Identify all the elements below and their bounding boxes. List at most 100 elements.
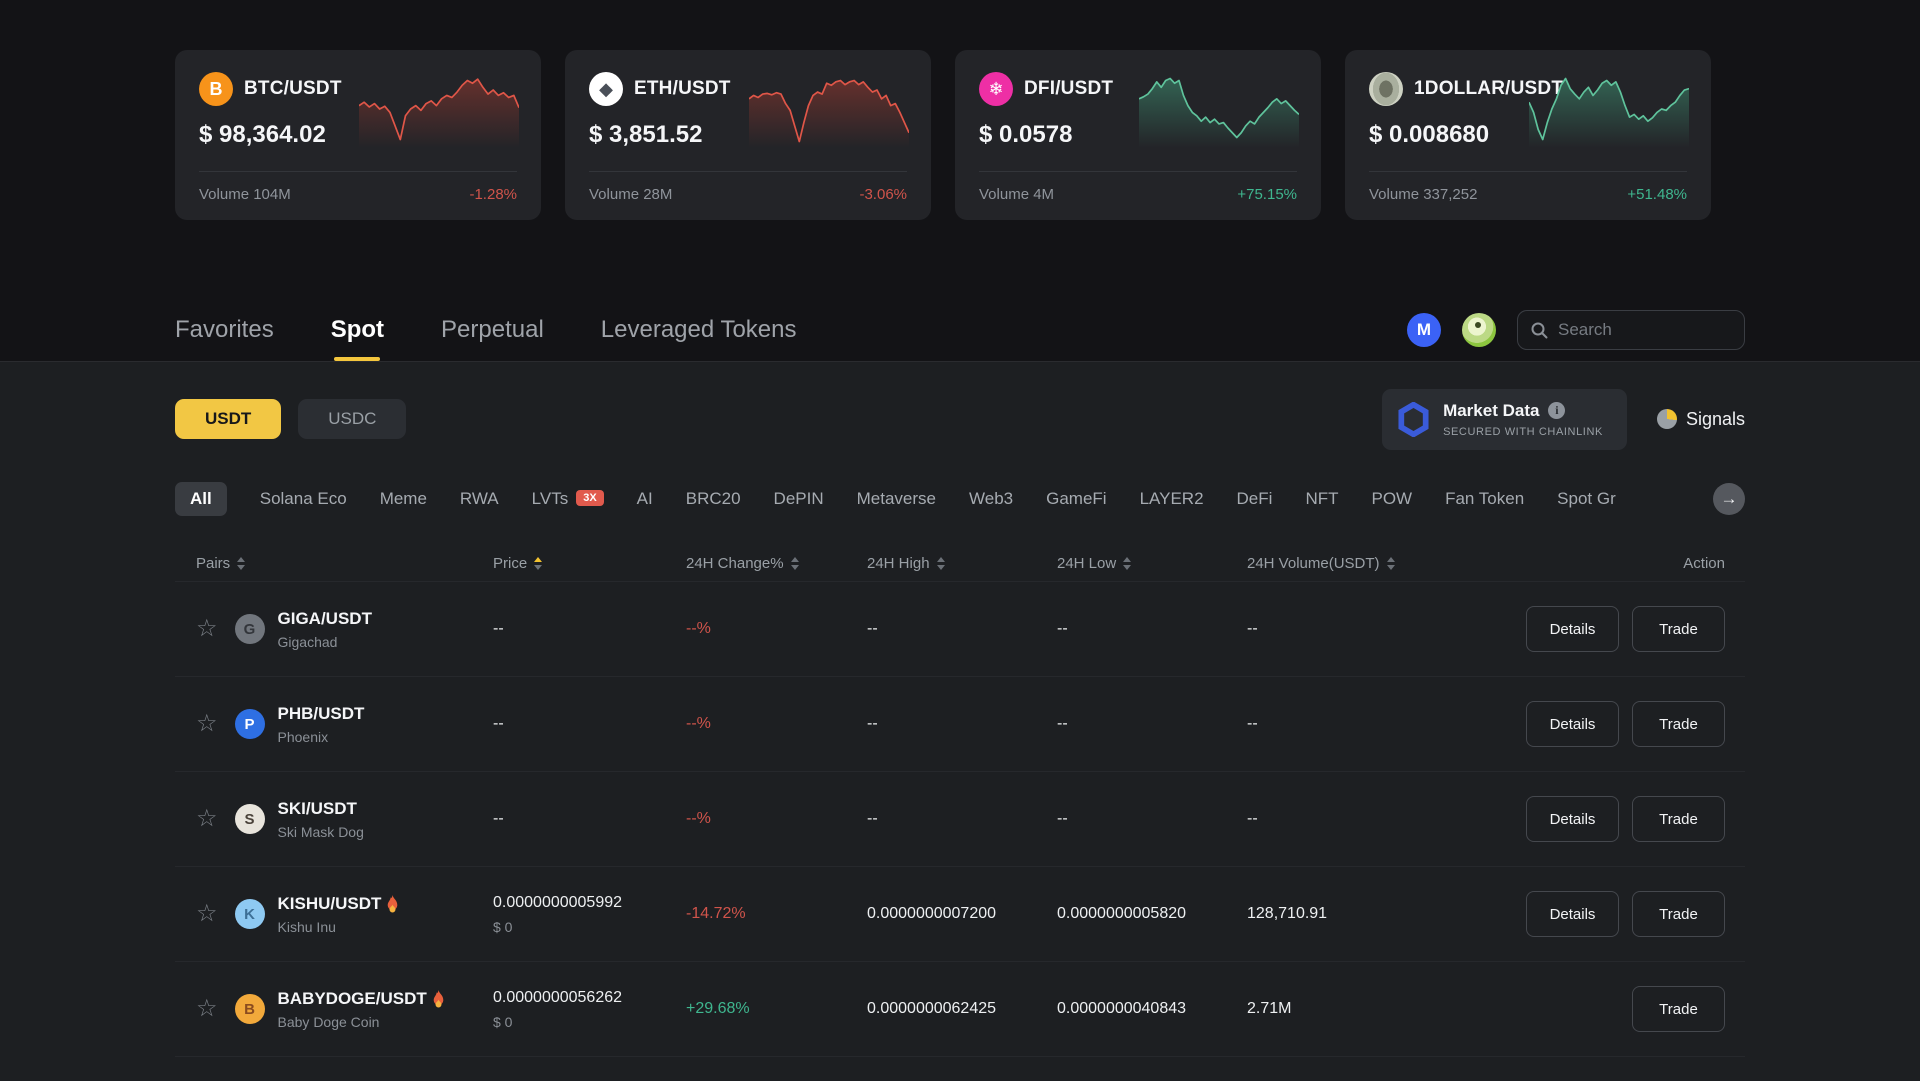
favorite-star-icon[interactable]: ☆ <box>196 900 218 927</box>
categories-scroll-arrow[interactable]: → <box>1713 483 1745 515</box>
quote-filter-row: USDT USDC Market Data i SECURED WITH CHAIN… <box>175 362 1745 450</box>
tab-spot[interactable]: Spot <box>331 299 384 361</box>
category-badge: 3X <box>576 490 604 506</box>
market-data-text: Market Data i SECURED WITH CHAINLINK <box>1443 401 1603 438</box>
fire-icon <box>385 894 400 913</box>
category-spot-gr[interactable]: Spot Gr <box>1557 489 1616 508</box>
ticker-card-dfi-usdt[interactable]: ❄ DFI/USDT $ 0.0578 Volume 4M +75.15% <box>955 50 1321 220</box>
sort-icon[interactable] <box>790 557 799 570</box>
price-value: 0.0000000005992 <box>493 893 623 911</box>
category-nft[interactable]: NFT <box>1305 489 1339 508</box>
quote-usdt-button[interactable]: USDT <box>175 399 282 439</box>
tab-leveraged-tokens[interactable]: Leveraged Tokens <box>600 316 797 343</box>
card-price: $ 3,851.52 <box>589 121 703 148</box>
details-button[interactable]: Details <box>1526 701 1619 747</box>
coingecko-icon[interactable] <box>1462 313 1496 347</box>
category-lvts[interactable]: LVTs 3X <box>532 489 604 509</box>
ticker-card-eth-usdt[interactable]: ◆ ETH/USDT $ 3,851.52 Volume 28M -3.06% <box>565 50 931 220</box>
market-data-subtitle: SECURED WITH CHAINLINK <box>1443 425 1603 438</box>
card-pair: DFI/USDT <box>1024 78 1114 99</box>
coinmarketcap-icon[interactable]: M <box>1407 313 1441 347</box>
column-header-24h-high[interactable]: 24H High <box>867 555 1057 572</box>
column-header-24h-low[interactable]: 24H Low <box>1057 555 1247 572</box>
low-value: 0.0000000040843 <box>1057 1000 1187 1017</box>
spot-market-content: USDT USDC Market Data i SECURED WITH CHAIN… <box>0 362 1920 1081</box>
pair-fullname: Gigachad <box>277 633 338 650</box>
sort-icon[interactable] <box>237 557 246 570</box>
sort-icon[interactable] <box>534 557 543 570</box>
pair-name: GIGA/USDT <box>277 608 372 628</box>
category-all[interactable]: All <box>175 482 227 516</box>
pie-chart-icon <box>1656 409 1677 429</box>
table-row-kishu-usdt: ☆ K KISHU/USDT Kishu Inu 0.0000000005992 $ 0 -… <box>175 867 1745 962</box>
market-tabs-row: Favorites Spot Perpetual Leveraged Tokens M <box>0 299 1920 361</box>
low-value: -- <box>1057 810 1068 827</box>
ticker-card-btc-usdt[interactable]: B BTC/USDT $ 98,364.02 Volume 104M -1.28% <box>175 50 541 220</box>
trade-button[interactable]: Trade <box>1632 606 1725 652</box>
market-tabs: Favorites Spot Perpetual Leveraged Tokens <box>175 299 853 361</box>
category-fan-token[interactable]: Fan Token <box>1445 489 1525 508</box>
category-ai[interactable]: AI <box>636 489 653 508</box>
column-header-pairs[interactable]: Pairs <box>175 555 493 572</box>
search-input[interactable] <box>1558 320 1732 340</box>
favorite-star-icon[interactable]: ☆ <box>196 805 218 832</box>
category-defi[interactable]: DeFi <box>1236 489 1273 508</box>
category-pow[interactable]: POW <box>1371 489 1413 508</box>
tabs-divider <box>0 361 1920 362</box>
volume-value: -- <box>1247 810 1258 827</box>
quote-toggle: USDT USDC <box>175 399 407 439</box>
ticker-card-1dollar-usdt[interactable]: 1DOLLAR/USDT $ 0.008680 Volume 337,252 +51.… <box>1345 50 1711 220</box>
category-layer2[interactable]: LAYER2 <box>1139 489 1204 508</box>
favorite-star-icon[interactable]: ☆ <box>196 710 218 737</box>
table-row-giga-usdt: ☆ G GIGA/USDT Gigachad -- --% -- -- -- Details Tra… <box>175 582 1745 677</box>
price-value: 0.0000000056262 <box>493 988 623 1006</box>
card-divider <box>199 171 517 172</box>
high-value: -- <box>867 620 878 637</box>
pair-fullname: Phoenix <box>277 728 329 745</box>
trade-button[interactable]: Trade <box>1632 701 1725 747</box>
sparkline-chart <box>1529 70 1689 148</box>
column-header-price[interactable]: Price <box>493 555 686 572</box>
card-volume: Volume 337,252 <box>1369 186 1478 203</box>
info-icon[interactable]: i <box>1548 402 1566 419</box>
pair-name: BABYDOGE/USDT <box>278 989 446 1009</box>
tab-favorites[interactable]: Favorites <box>175 316 274 343</box>
pair-name: SKI/USDT <box>277 798 357 818</box>
category-depin[interactable]: DePIN <box>773 489 824 508</box>
pair-fullname: Baby Doge Coin <box>277 1013 380 1030</box>
fire-icon <box>431 989 446 1008</box>
volume-value: -- <box>1247 715 1258 732</box>
price-value: -- <box>493 810 504 827</box>
search-icon <box>1530 321 1548 339</box>
card-volume: Volume 4M <box>979 186 1055 203</box>
price-usd: $ 0 <box>493 918 513 935</box>
trade-button[interactable]: Trade <box>1632 986 1725 1032</box>
change-value: --% <box>686 620 711 637</box>
details-button[interactable]: Details <box>1526 891 1619 937</box>
column-header-24h-change[interactable]: 24H Change% <box>686 555 867 572</box>
signals-button[interactable]: Signals <box>1656 409 1745 430</box>
category-rwa[interactable]: RWA <box>459 489 499 508</box>
category-brc20[interactable]: BRC20 <box>685 489 741 508</box>
category-web3[interactable]: Web3 <box>969 489 1014 508</box>
category-metaverse[interactable]: Metaverse <box>856 489 936 508</box>
sort-icon[interactable] <box>1123 557 1132 570</box>
favorite-star-icon[interactable]: ☆ <box>196 615 218 642</box>
category-gamefi[interactable]: GameFi <box>1046 489 1107 508</box>
quote-usdc-button[interactable]: USDC <box>298 399 407 439</box>
sort-icon[interactable] <box>1386 557 1395 570</box>
details-button[interactable]: Details <box>1526 796 1619 842</box>
sparkline-chart <box>359 70 519 148</box>
low-value: 0.0000000005820 <box>1057 905 1187 922</box>
sort-icon[interactable] <box>936 557 945 570</box>
category-solana-eco[interactable]: Solana Eco <box>259 489 347 508</box>
column-header-24h-volume-usdt[interactable]: 24H Volume(USDT) <box>1247 555 1490 572</box>
trade-button[interactable]: Trade <box>1632 796 1725 842</box>
tab-perpetual[interactable]: Perpetual <box>441 316 544 343</box>
card-price: $ 98,364.02 <box>199 121 326 148</box>
trade-button[interactable]: Trade <box>1632 891 1725 937</box>
favorite-star-icon[interactable]: ☆ <box>196 995 218 1022</box>
details-button[interactable]: Details <box>1526 606 1619 652</box>
search-box <box>1517 310 1745 350</box>
category-meme[interactable]: Meme <box>379 489 427 508</box>
